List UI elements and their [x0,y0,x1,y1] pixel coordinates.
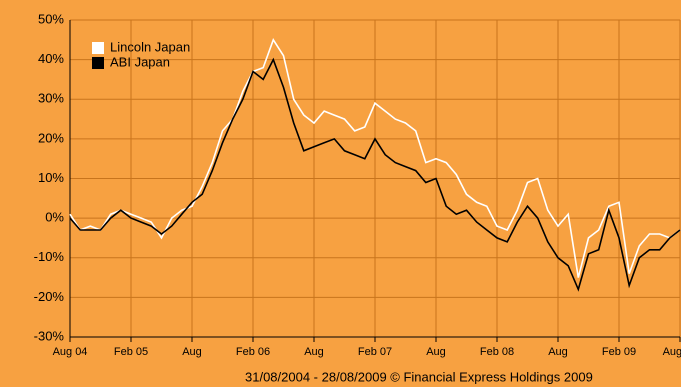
y-tick-label: 10% [38,170,64,185]
x-tick-label: Feb 06 [236,346,270,358]
y-tick-label: -10% [34,249,65,264]
x-tick-label: Aug [426,346,446,358]
y-tick-label: 20% [38,130,64,145]
x-tick-label: Feb 09 [602,346,636,358]
legend-label: Lincoln Japan [110,39,190,54]
y-tick-label: 30% [38,91,64,106]
x-tick-label: Aug 09 [663,346,681,358]
x-tick-label: Aug [182,346,202,358]
x-tick-label: Aug [304,346,324,358]
legend-swatch [92,42,104,54]
y-tick-label: -20% [34,289,65,304]
x-tick-label: Aug 04 [53,346,88,358]
x-tick-label: Feb 05 [114,346,148,358]
y-tick-label: 0% [45,210,64,225]
series-line [69,38,681,278]
x-tick-label: Aug [548,346,568,358]
x-tick-label: Feb 07 [358,346,392,358]
y-tick-label: -30% [34,328,65,343]
series-line [69,57,681,292]
footer: 31/08/2004 - 28/08/2009 © Financial Expr… [245,369,593,384]
legend-label: ABI Japan [110,54,170,69]
y-tick-label: 50% [38,11,64,26]
x-tick-label: Feb 08 [480,346,514,358]
legend-swatch [92,57,104,69]
y-tick-label: 40% [38,51,64,66]
